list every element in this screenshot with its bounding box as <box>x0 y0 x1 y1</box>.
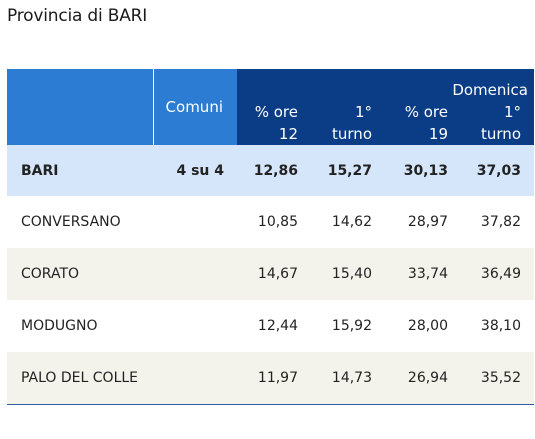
row-comuni: 4 su 4 <box>153 145 237 196</box>
row-value: 15,27 <box>311 145 385 196</box>
row-value: 36,49 <box>461 248 534 300</box>
row-value: 11,97 <box>237 352 311 405</box>
row-value: 14,62 <box>311 196 385 248</box>
row-comuni <box>153 300 237 352</box>
header-col-turno2: 1° turno <box>461 101 534 145</box>
row-name: PALO DEL COLLE <box>7 352 153 405</box>
header-col-turno2-line2: turno <box>481 125 521 143</box>
row-value: 38,10 <box>461 300 534 352</box>
row-value: 12,44 <box>237 300 311 352</box>
row-value: 26,94 <box>385 352 461 405</box>
table-row: CONVERSANO 10,85 14,62 28,97 37,82 <box>7 196 534 248</box>
row-value: 35,52 <box>461 352 534 405</box>
row-name: MODUGNO <box>7 300 153 352</box>
row-value: 33,74 <box>385 248 461 300</box>
page-title: Provincia di BARI <box>7 6 148 26</box>
row-value: 37,82 <box>461 196 534 248</box>
header-col-ore19: % ore 19 <box>385 101 461 145</box>
row-value: 15,92 <box>311 300 385 352</box>
header-col-turno1-line1: 1° <box>354 103 372 121</box>
row-name: BARI <box>7 145 153 196</box>
row-value: 30,13 <box>385 145 461 196</box>
header-name-cell <box>7 69 154 145</box>
row-comuni <box>153 352 237 405</box>
header-col-ore12: % ore 12 <box>237 101 311 145</box>
row-value: 15,40 <box>311 248 385 300</box>
table-row: PALO DEL COLLE 11,97 14,73 26,94 35,52 <box>7 352 534 405</box>
header-col-turno1-line2: turno <box>332 125 372 143</box>
header-comuni: Comuni <box>153 69 237 145</box>
row-comuni <box>153 196 237 248</box>
table-row: CORATO 14,67 15,40 33,74 36,49 <box>7 248 534 300</box>
header-col-turno1: 1° turno <box>311 101 385 145</box>
row-value: 28,00 <box>385 300 461 352</box>
row-value: 10,85 <box>237 196 311 248</box>
row-name: CORATO <box>7 248 153 300</box>
table-row: MODUGNO 12,44 15,92 28,00 38,10 <box>7 300 534 352</box>
row-value: 14,67 <box>237 248 311 300</box>
row-value: 14,73 <box>311 352 385 405</box>
table-header: Comuni Domenica % ore 12 1° turno % ore … <box>7 69 534 145</box>
table-row-total: BARI 4 su 4 12,86 15,27 30,13 37,03 <box>7 145 534 196</box>
row-value: 12,86 <box>237 145 311 196</box>
row-comuni <box>153 248 237 300</box>
header-col-ore12-line2: 12 <box>278 125 298 143</box>
row-value: 37,03 <box>461 145 534 196</box>
header-domenica: Domenica <box>237 69 534 101</box>
header-col-ore19-line1: % ore <box>404 103 448 121</box>
header-col-ore12-line1: % ore <box>254 103 298 121</box>
header-col-ore19-line2: 19 <box>428 125 448 143</box>
row-value: 28,97 <box>385 196 461 248</box>
turnout-table: Comuni Domenica % ore 12 1° turno % ore … <box>7 69 534 405</box>
header-col-turno2-line1: 1° <box>503 103 521 121</box>
row-name: CONVERSANO <box>7 196 153 248</box>
